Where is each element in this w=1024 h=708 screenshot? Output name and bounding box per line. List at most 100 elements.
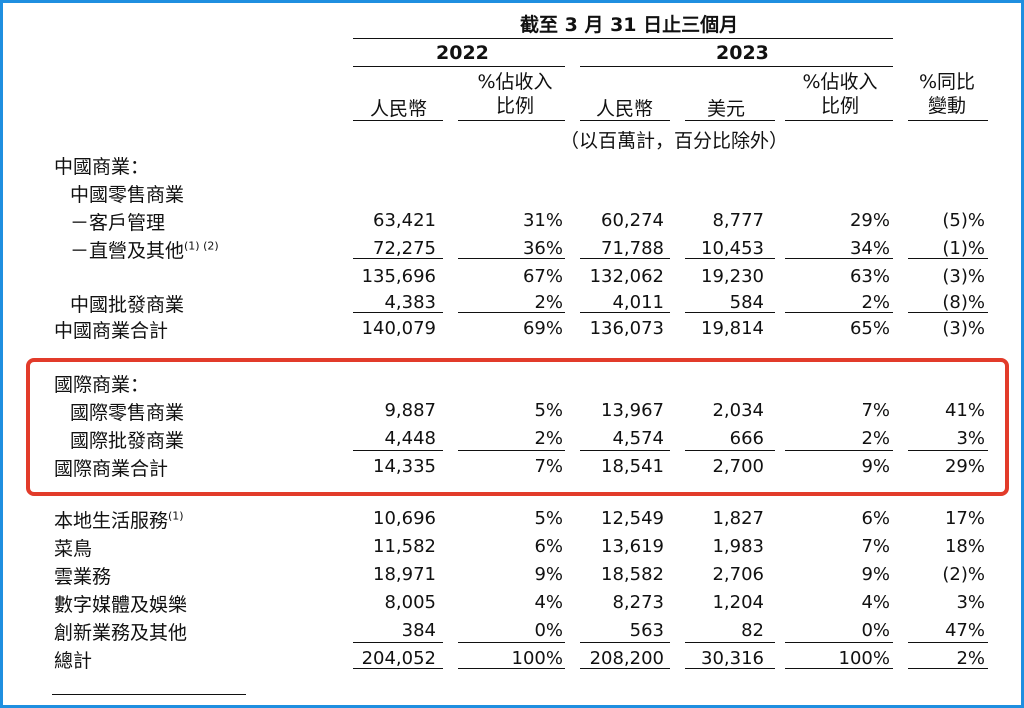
table-cell: 36% (522, 238, 563, 259)
total-rule (353, 642, 443, 643)
table-cell: 10,453 (701, 238, 764, 259)
table-cell: 10,696 (373, 508, 436, 529)
table-cell: 31% (522, 210, 563, 231)
table-cell: (2)% (942, 564, 985, 585)
total-rule (785, 642, 893, 643)
total-rule (685, 642, 775, 643)
subtotal-rule (908, 450, 988, 451)
row-label: 雲業務 (54, 566, 112, 588)
col-rule (580, 120, 670, 121)
table-cell: 9% (861, 456, 890, 477)
row-label: 中國零售商業 (70, 184, 185, 206)
table-cell: 18,582 (601, 564, 664, 585)
table-cell: (1)% (942, 238, 985, 259)
table-cell: 208,200 (589, 648, 664, 669)
table-cell: 1,827 (712, 508, 764, 529)
table-cell: 2% (861, 428, 890, 449)
subtotal-rule (580, 258, 670, 259)
footnote-marker: (1) (168, 509, 184, 523)
table-cell: 4,011 (612, 292, 664, 313)
row-label: 國際批發商業 (70, 430, 185, 452)
col-yoy: %同比 變動 (918, 71, 976, 117)
subtotal-rule (685, 450, 775, 451)
subtotal-rule (353, 450, 443, 451)
table-cell: 18,541 (601, 456, 664, 477)
table-cell: 7% (861, 536, 890, 557)
table-cell: 563 (629, 620, 664, 641)
row-label: －直營及其他(1) (2) (70, 239, 219, 262)
table-cell: 4% (861, 592, 890, 613)
table-cell: 47% (944, 620, 985, 641)
table-cell: 60,274 (601, 210, 664, 231)
col-rmb-2022: 人民幣 (370, 98, 428, 120)
table-cell: 2,700 (712, 456, 764, 477)
col-rule (458, 120, 565, 121)
row-label: 本地生活服務(1) (54, 509, 184, 532)
table-cell: 72,275 (373, 238, 436, 259)
table-cell: 4% (534, 592, 563, 613)
table-cell: 140,079 (361, 318, 436, 339)
row-label: 數字媒體及娛樂 (54, 594, 188, 616)
table-cell: 0% (534, 620, 563, 641)
table-cell: 5% (534, 400, 563, 421)
table-cell: 29% (849, 210, 890, 231)
table-cell: 9,887 (384, 400, 436, 421)
table-cell: 3% (956, 428, 985, 449)
table-cell: 65% (849, 318, 890, 339)
table-cell: 12,549 (601, 508, 664, 529)
table-cell: 69% (522, 318, 563, 339)
table-cell: 13,619 (601, 536, 664, 557)
table-cell: 1,204 (712, 592, 764, 613)
total-double-rule (353, 668, 443, 669)
table-cell: (3)% (942, 266, 985, 287)
subtotal-rule (458, 450, 565, 451)
table-cell: 11,582 (373, 536, 436, 557)
total-double-rule (458, 668, 565, 669)
subtotal-rule (785, 312, 893, 313)
table-cell: 63,421 (373, 210, 436, 231)
period-header: 截至 3 月 31 日止三個月 (520, 14, 739, 36)
table-cell: 2% (534, 428, 563, 449)
table-cell: 14,335 (373, 456, 436, 477)
total-double-rule (685, 668, 775, 669)
table-cell: 18,971 (373, 564, 436, 585)
col-pct-2022: %佔收入 比例 (477, 71, 553, 117)
col-pct-2023: %佔收入 比例 (802, 71, 878, 117)
table-cell: 2% (956, 648, 985, 669)
col-rmb-2023: 人民幣 (596, 98, 654, 120)
table-cell: 100% (511, 648, 563, 669)
table-cell: 4,448 (384, 428, 436, 449)
table-cell: 29% (944, 456, 985, 477)
subtotal-rule (908, 258, 988, 259)
col-rule (908, 120, 988, 121)
table-cell: 3% (956, 592, 985, 613)
table-cell: (5)% (942, 210, 985, 231)
table-cell: 13,967 (601, 400, 664, 421)
subtotal-rule (785, 450, 893, 451)
col-rule (353, 120, 443, 121)
table-cell: 666 (729, 428, 764, 449)
total-rule (458, 642, 565, 643)
table-cell: 7% (534, 456, 563, 477)
subtotal-rule (685, 312, 775, 313)
row-label: 國際商業合計 (54, 458, 169, 480)
col-rule (785, 120, 893, 121)
table-cell: 6% (861, 508, 890, 529)
table-cell: 82 (741, 620, 764, 641)
total-double-rule (580, 668, 670, 669)
table-cell: 204,052 (361, 648, 436, 669)
table-cell: 18% (944, 536, 985, 557)
table-cell: 2% (534, 292, 563, 313)
subtotal-rule (685, 258, 775, 259)
total-rule (580, 642, 670, 643)
table-cell: 6% (534, 536, 563, 557)
subtotal-rule (353, 312, 443, 313)
highlight-box (26, 358, 1009, 496)
table-cell: 9% (861, 564, 890, 585)
table-cell: 384 (401, 620, 436, 641)
unit-note: （以百萬計，百分比除外） (560, 130, 789, 152)
table-cell: 41% (944, 400, 985, 421)
row-label: 國際零售商業 (70, 402, 185, 424)
subtotal-rule (785, 258, 893, 259)
